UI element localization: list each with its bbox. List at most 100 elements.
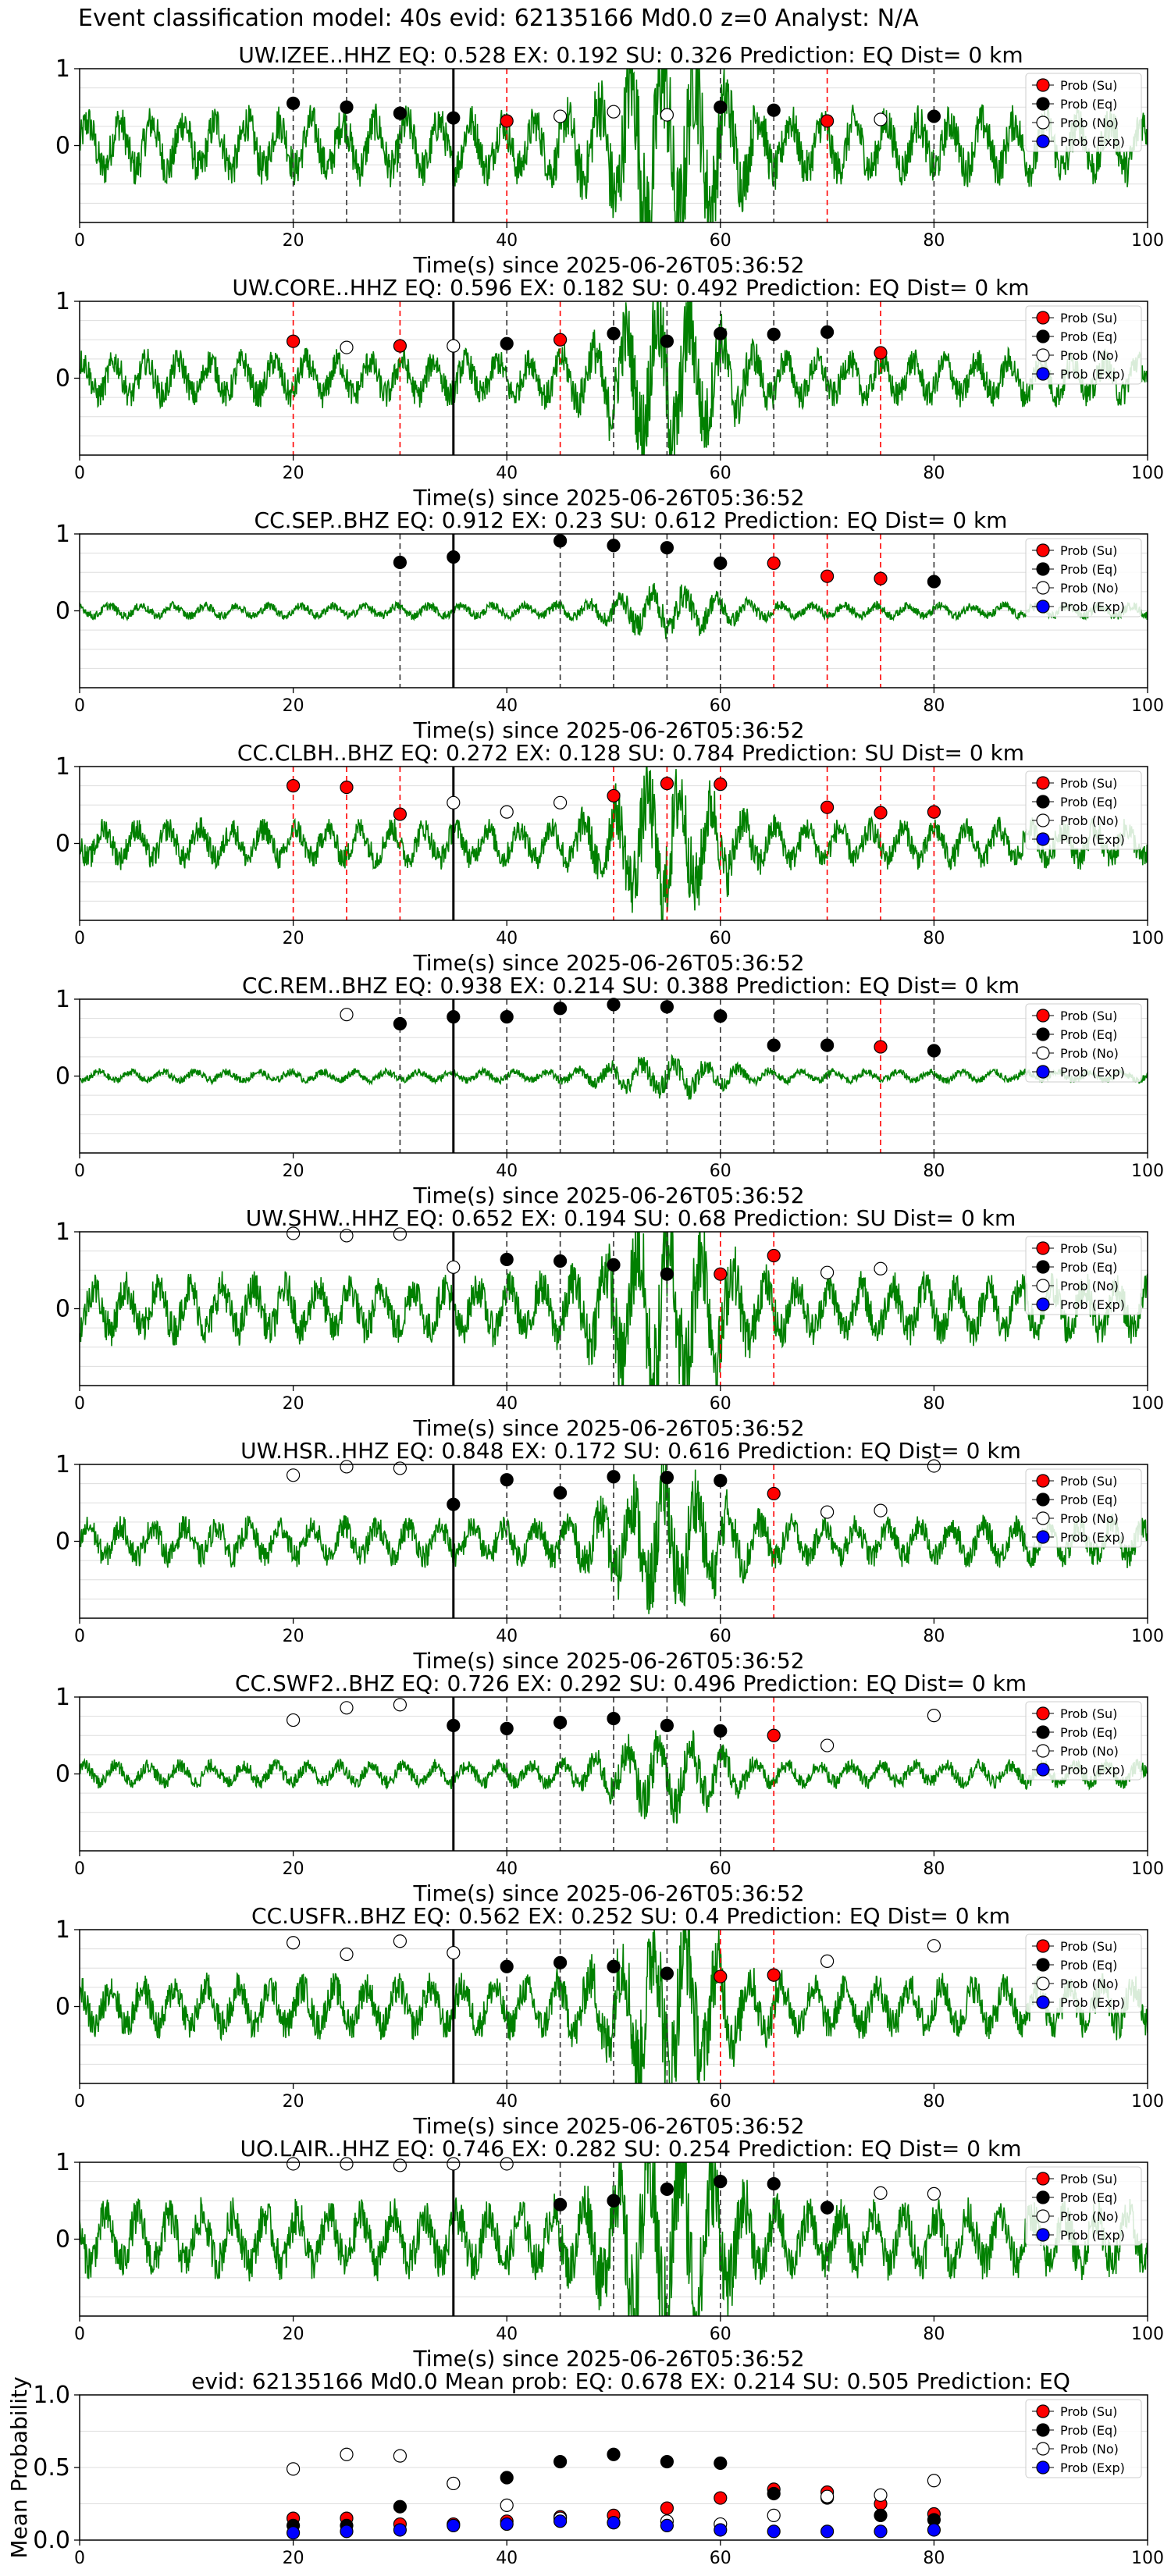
prob-marker: [927, 1709, 941, 1723]
prob-marker: [393, 1016, 408, 1031]
legend-label: Prob (Eq): [1060, 562, 1117, 577]
prob-marker: [500, 1959, 514, 1973]
prob-marker: [660, 1267, 674, 1281]
prob-marker: [447, 1010, 461, 1024]
x-tick-label: 60: [710, 929, 731, 948]
prob-marker: [447, 2518, 461, 2532]
prob-marker: [393, 1227, 408, 1241]
legend-marker: [1036, 1744, 1050, 1758]
x-tick-label: 100: [1131, 464, 1164, 483]
prob-marker: [820, 2489, 835, 2503]
prob-marker: [607, 998, 621, 1012]
x-tick-label: 60: [710, 231, 731, 251]
y-tick-label: 1: [55, 521, 70, 548]
prob-marker: [767, 1038, 781, 1052]
prob-marker: [287, 1226, 301, 1240]
x-tick-label: 100: [1131, 1162, 1164, 1181]
y-tick-label: 0: [55, 1761, 70, 1788]
legend-marker: [1036, 543, 1050, 557]
y-tick-label: 0: [55, 1528, 70, 1556]
x-tick-label: 80: [923, 1162, 945, 1181]
x-axis-label: Time(s) since 2025-06-26T05:36:52: [412, 1183, 804, 1208]
y-tick-label: 0: [55, 1994, 70, 2021]
prob-marker: [714, 326, 728, 340]
y-tick-label: 1: [55, 288, 70, 315]
x-axis-label: Time(s) since 2025-06-26T05:36:52: [412, 2113, 804, 2139]
prob-marker: [874, 2508, 888, 2522]
x-tick-label: 0: [74, 1394, 85, 1414]
prob-marker: [607, 539, 621, 553]
prob-marker: [607, 105, 621, 119]
x-axis-label: Time(s) since 2025-06-26T05:36:52: [412, 717, 804, 743]
prob-marker: [607, 1959, 621, 1973]
x-tick-label: 0: [74, 1859, 85, 1879]
prob-marker: [500, 2157, 514, 2171]
legend-box: [1025, 2399, 1142, 2478]
legend-marker: [1036, 329, 1050, 343]
legend-label: Prob (Su): [1060, 1939, 1117, 1954]
legend-label: Prob (No): [1060, 1046, 1119, 1061]
panel-title: CC.USFR..BHZ EQ: 0.562 EX: 0.252 SU: 0.4…: [251, 1903, 1010, 1929]
prob-marker: [874, 806, 888, 820]
y-tick-label: 1: [55, 753, 70, 781]
y-tick-label: 0: [55, 2226, 70, 2254]
y-tick-label: 1: [55, 1916, 70, 1944]
legend-marker: [1036, 1027, 1050, 1041]
prob-marker: [500, 805, 514, 819]
x-tick-label: 80: [923, 1627, 945, 1646]
legend-marker: [1036, 134, 1050, 148]
prob-marker: [447, 2476, 461, 2491]
legend-label: Prob (Su): [1060, 1706, 1117, 1721]
legend-label: Prob (No): [1060, 348, 1119, 363]
x-tick-label: 100: [1131, 929, 1164, 948]
x-tick-label: 40: [496, 2325, 518, 2344]
x-tick-label: 40: [496, 464, 518, 483]
prob-marker: [874, 1040, 888, 1054]
prob-marker: [767, 556, 781, 571]
prob-marker: [340, 780, 354, 795]
prob-marker: [820, 1738, 835, 1752]
y-tick-label: 0.5: [33, 2454, 70, 2482]
prob-marker: [607, 1711, 621, 1726]
x-tick-label: 40: [496, 2549, 518, 2568]
prob-marker: [553, 109, 568, 123]
prob-marker: [340, 340, 354, 354]
x-tick-label: 60: [710, 1859, 731, 1879]
prob-marker: [660, 1718, 674, 1733]
station-panel: 0 20 40 60 80 100 0 1 UW.IZEE..HHZ EQ: 0.528 EX:…: [55, 42, 1164, 278]
prob-marker: [287, 96, 301, 110]
prob-marker: [714, 1724, 728, 1738]
prob-marker: [287, 2526, 301, 2540]
x-axis-label: Time(s) since 2025-06-26T05:36:52: [412, 950, 804, 976]
prob-marker: [660, 334, 674, 348]
prob-marker: [820, 114, 835, 128]
legend-marker: [1036, 2172, 1050, 2186]
legend-marker: [1036, 581, 1050, 595]
legend-box: [1025, 2166, 1142, 2246]
prob-marker: [874, 2488, 888, 2502]
legend-label: Prob (No): [1060, 1976, 1119, 1991]
legend-marker: [1036, 2442, 1050, 2456]
legend-box: [1025, 1468, 1142, 1548]
prob-marker: [553, 2454, 568, 2469]
legend-label: Prob (No): [1060, 116, 1119, 130]
x-tick-label: 0: [74, 2325, 85, 2344]
prob-marker: [767, 1486, 781, 1501]
legend-label: Prob (Eq): [1060, 1725, 1117, 1740]
legend-marker: [1036, 311, 1050, 325]
legend-marker: [1036, 2423, 1050, 2437]
y-tick-label: 1: [55, 1219, 70, 1246]
prob-marker: [287, 2157, 301, 2171]
x-tick-label: 100: [1131, 696, 1164, 716]
prob-marker: [927, 2523, 941, 2537]
x-tick-label: 80: [923, 1394, 945, 1414]
prob-marker: [340, 1008, 354, 1022]
x-tick-label: 40: [496, 231, 518, 251]
legend-label: Prob (Su): [1060, 2172, 1117, 2186]
panel-title: evid: 62135166 Md0.0 Mean prob: EQ: 0.67…: [191, 2368, 1070, 2394]
y-tick-label: 0: [55, 133, 70, 160]
panel-title: UW.HSR..HHZ EQ: 0.848 EX: 0.172 SU: 0.61…: [240, 1438, 1021, 1464]
legend-marker: [1036, 1976, 1050, 1991]
prob-marker: [767, 327, 781, 341]
legend-marker: [1036, 2209, 1050, 2223]
